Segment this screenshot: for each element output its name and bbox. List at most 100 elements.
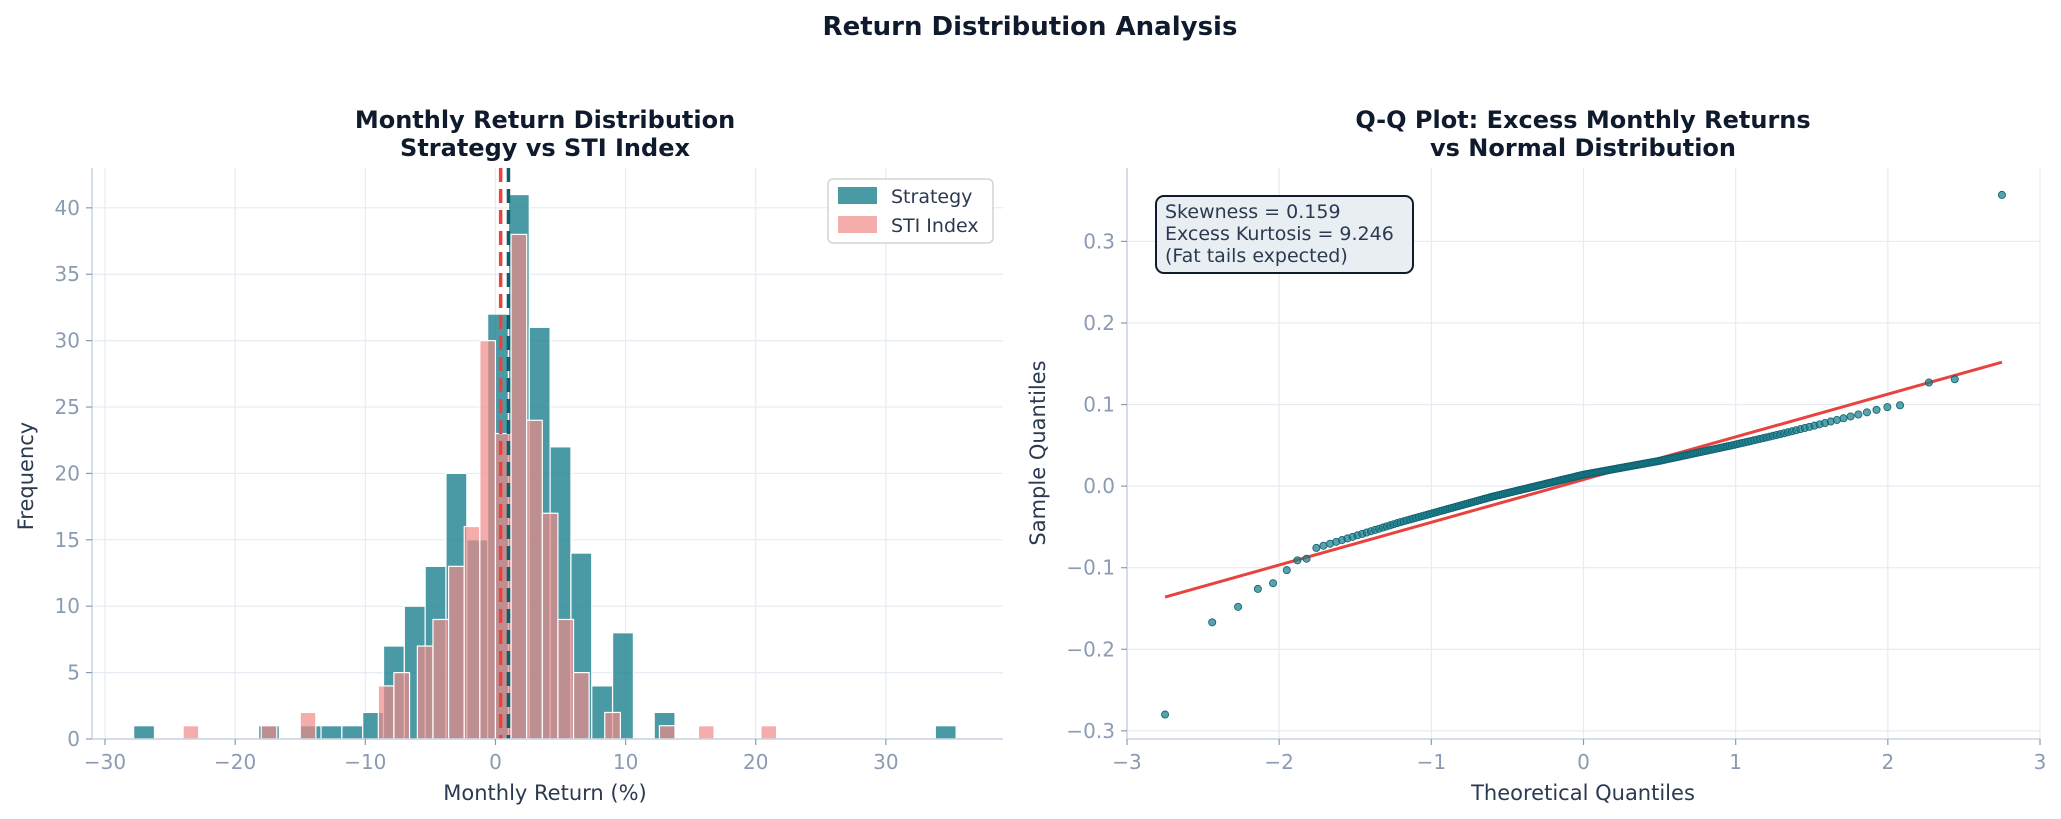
qq-point bbox=[1839, 414, 1848, 423]
hist-ytick-label: 5 bbox=[67, 661, 80, 685]
hist-axes bbox=[91, 168, 1003, 740]
qq-title-line2: vs Normal Distribution bbox=[1430, 134, 1736, 162]
qq-ylabel: Sample Quantiles bbox=[1026, 360, 1050, 545]
stats-skewness: Skewness = 0.159 bbox=[1165, 201, 1341, 223]
qq-point bbox=[1253, 584, 1262, 593]
sti-bar bbox=[447, 565, 465, 740]
hist-ytick-label: 35 bbox=[55, 262, 80, 286]
qq-xtick-label: 2 bbox=[1881, 750, 1894, 774]
sti-bar bbox=[393, 672, 411, 740]
figure-title: Return Distribution Analysis bbox=[823, 12, 1238, 42]
strategy-bar bbox=[320, 725, 343, 740]
qq-point bbox=[1997, 190, 2006, 199]
qq-xtick-label: −1 bbox=[1417, 750, 1446, 774]
qq-ytick-label: −0.1 bbox=[1066, 556, 1115, 580]
hist-ytick-label: 25 bbox=[55, 395, 80, 419]
sti-bar bbox=[760, 725, 778, 740]
qq-point bbox=[1208, 618, 1217, 627]
qq-point bbox=[1319, 541, 1328, 550]
sti-bar bbox=[541, 512, 559, 740]
qq-point bbox=[1950, 375, 1959, 384]
hist-xtick-label: 10 bbox=[613, 750, 638, 774]
qq-title-line1: Q-Q Plot: Excess Monthly Returns bbox=[1355, 106, 1810, 134]
qq-point bbox=[1854, 410, 1863, 419]
qq-plot-panel: Q-Q Plot: Excess Monthly Returns vs Norm… bbox=[1026, 106, 2046, 805]
hist-ytick-label: 30 bbox=[55, 329, 80, 353]
sti-bar bbox=[463, 525, 481, 740]
qq-ytick-label: 0.2 bbox=[1083, 311, 1115, 335]
qq-xtick-label: −3 bbox=[1112, 750, 1141, 774]
qq-tick-labels: −3 −2 −1 0 1 2 3 −0.3 −0.2 −0.1 0.0 0.1 0.2 0.3 bbox=[1066, 229, 2046, 774]
sti-bar bbox=[604, 711, 621, 740]
strategy-bar bbox=[341, 725, 364, 740]
hist-xtick-label: 0 bbox=[489, 750, 502, 774]
hist-ytick-label: 0 bbox=[67, 727, 80, 751]
qq-point bbox=[1872, 405, 1881, 414]
hist-ytick-label: 40 bbox=[55, 196, 80, 220]
qq-ytick-label: 0.1 bbox=[1083, 393, 1115, 417]
sti-bar bbox=[526, 419, 543, 740]
stats-box: Skewness = 0.159 Excess Kurtosis = 9.246… bbox=[1155, 195, 1414, 274]
hist-ytick-label: 10 bbox=[55, 594, 80, 618]
sti-bar bbox=[299, 711, 317, 740]
qq-ytick-label: 0.0 bbox=[1083, 474, 1115, 498]
hist-mean-lines bbox=[498, 168, 511, 739]
qq-xtick-label: 3 bbox=[2034, 750, 2047, 774]
qq-points bbox=[1161, 190, 2006, 719]
strategy-bar bbox=[133, 725, 156, 740]
qq-point bbox=[1312, 543, 1321, 552]
sti-bar bbox=[416, 645, 434, 740]
hist-xlabel: Monthly Return (%) bbox=[443, 781, 646, 805]
qq-point bbox=[1234, 602, 1243, 611]
qq-point bbox=[1293, 556, 1302, 565]
hist-ytick-label: 15 bbox=[55, 528, 80, 552]
qq-point bbox=[1862, 408, 1871, 417]
sti-bar bbox=[658, 725, 676, 740]
qq-point bbox=[1846, 412, 1855, 421]
hist-xtick-label: 30 bbox=[873, 750, 898, 774]
qq-point bbox=[1161, 710, 1170, 719]
hist-xtick-label: 20 bbox=[743, 750, 768, 774]
qq-xtick-label: 1 bbox=[1729, 750, 1742, 774]
stats-box-frame bbox=[1155, 195, 1414, 274]
hist-ylabel: Frequency bbox=[14, 422, 38, 531]
legend-label-sti: STI Index bbox=[891, 215, 979, 237]
sti-bar bbox=[510, 233, 528, 740]
qq-point bbox=[1269, 579, 1278, 588]
sti-bar bbox=[377, 685, 395, 740]
sti-bar bbox=[557, 618, 575, 740]
stats-note: (Fat tails expected) bbox=[1165, 245, 1348, 267]
strategy-bar bbox=[934, 725, 957, 740]
sti-bar bbox=[572, 672, 590, 740]
qq-ytick-label: −0.3 bbox=[1066, 719, 1115, 743]
qq-xlabel: Theoretical Quantiles bbox=[1470, 781, 1695, 805]
hist-legend: Strategy STI Index bbox=[827, 178, 994, 244]
hist-title-line1: Monthly Return Distribution bbox=[355, 106, 735, 134]
qq-ytick-label: −0.2 bbox=[1066, 637, 1115, 661]
sti-bar bbox=[432, 618, 450, 740]
qq-point bbox=[1302, 554, 1311, 563]
sti-bar bbox=[697, 725, 715, 740]
qq-xtick-label: −2 bbox=[1264, 750, 1293, 774]
stats-kurtosis: Excess Kurtosis = 9.246 bbox=[1165, 223, 1394, 245]
legend-swatch-strategy bbox=[838, 187, 877, 204]
histogram-panel: Monthly Return Distribution Strategy vs … bbox=[14, 106, 1003, 805]
hist-ytick-label: 20 bbox=[55, 461, 80, 485]
hist-tick-labels: −30 −20 −10 0 10 20 30 0 5 10 15 20 25 30 35 40 bbox=[55, 196, 899, 774]
hist-bars bbox=[133, 193, 957, 740]
qq-point bbox=[1282, 566, 1291, 575]
qq-point bbox=[1896, 401, 1905, 410]
hist-xtick-label: −30 bbox=[84, 750, 126, 774]
legend-swatch-sti bbox=[838, 216, 877, 233]
legend-label-strategy: Strategy bbox=[891, 186, 972, 208]
sti-bar bbox=[260, 725, 278, 740]
hist-title-line2: Strategy vs STI Index bbox=[400, 134, 690, 162]
hist-xtick-label: −10 bbox=[344, 750, 386, 774]
sti-bar bbox=[182, 725, 200, 740]
sti-bar bbox=[479, 340, 497, 740]
hist-xtick-label: −20 bbox=[214, 750, 256, 774]
qq-ytick-label: 0.3 bbox=[1083, 229, 1115, 253]
qq-point bbox=[1924, 378, 1933, 387]
qq-point bbox=[1832, 415, 1841, 424]
